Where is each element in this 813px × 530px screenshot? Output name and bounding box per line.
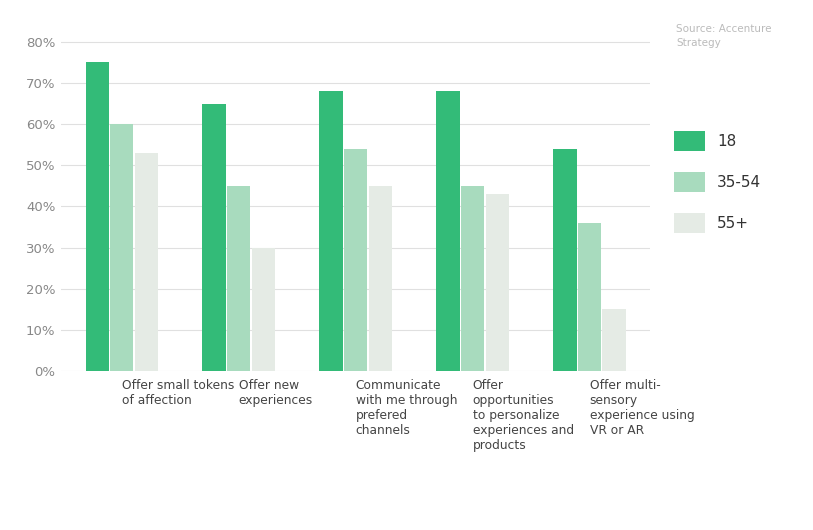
Bar [461,186,485,371]
Bar [251,248,275,371]
Bar [578,223,602,371]
Bar [110,124,133,371]
Bar [485,194,509,371]
Bar [554,149,576,371]
Bar [602,310,626,371]
Bar [320,91,343,371]
Legend: 18, 35-54, 55+: 18, 35-54, 55+ [670,127,766,237]
Text: Source: Accenture
Strategy: Source: Accenture Strategy [676,24,772,48]
Bar [437,91,460,371]
Bar [85,63,109,371]
Bar [135,153,158,371]
Bar [344,149,367,371]
Bar [227,186,250,371]
Bar [202,103,226,371]
Bar [368,186,392,371]
